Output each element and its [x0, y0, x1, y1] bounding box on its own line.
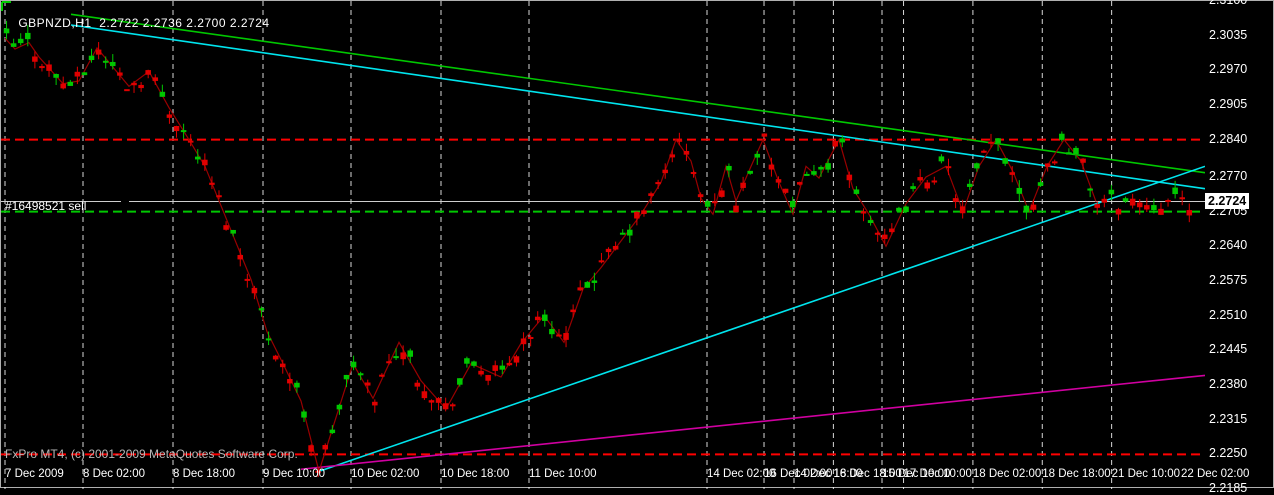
- y-axis-tick-label: 2.2705: [1209, 204, 1247, 218]
- y-axis-tick-label: 2.2185: [1209, 481, 1247, 495]
- candlestick-svg: [1, 1, 1205, 489]
- y-axis-tick-label: 2.3035: [1209, 28, 1247, 42]
- y-axis-tick-label: 2.2970: [1209, 62, 1247, 76]
- y-axis-tick-label: 2.2905: [1209, 97, 1247, 111]
- y-axis-tick-label: 2.2575: [1209, 273, 1247, 287]
- mt4-chart-window: GBPNZD,H1 2.2722 2.2736 2.2700 2.2724 #1…: [0, 0, 1274, 488]
- y-axis-tick-label: 2.2640: [1209, 238, 1247, 252]
- y-axis-tick-label: 2.2315: [1209, 412, 1247, 426]
- y-axis-tick-label: 2.2840: [1209, 132, 1247, 146]
- plot-area: [1, 1, 1205, 489]
- y-axis-tick-label: 2.2250: [1209, 446, 1247, 460]
- y-axis-tick-label: 2.2510: [1209, 308, 1247, 322]
- y-axis-tick-label: 2.2770: [1209, 169, 1247, 183]
- y-axis-tick-label: 2.2445: [1209, 342, 1247, 356]
- y-axis-tick-label: 2.3100: [1209, 0, 1247, 7]
- current-price-badge[interactable]: 2.2724: [1205, 193, 1249, 209]
- y-axis-tick-label: 2.2380: [1209, 377, 1247, 391]
